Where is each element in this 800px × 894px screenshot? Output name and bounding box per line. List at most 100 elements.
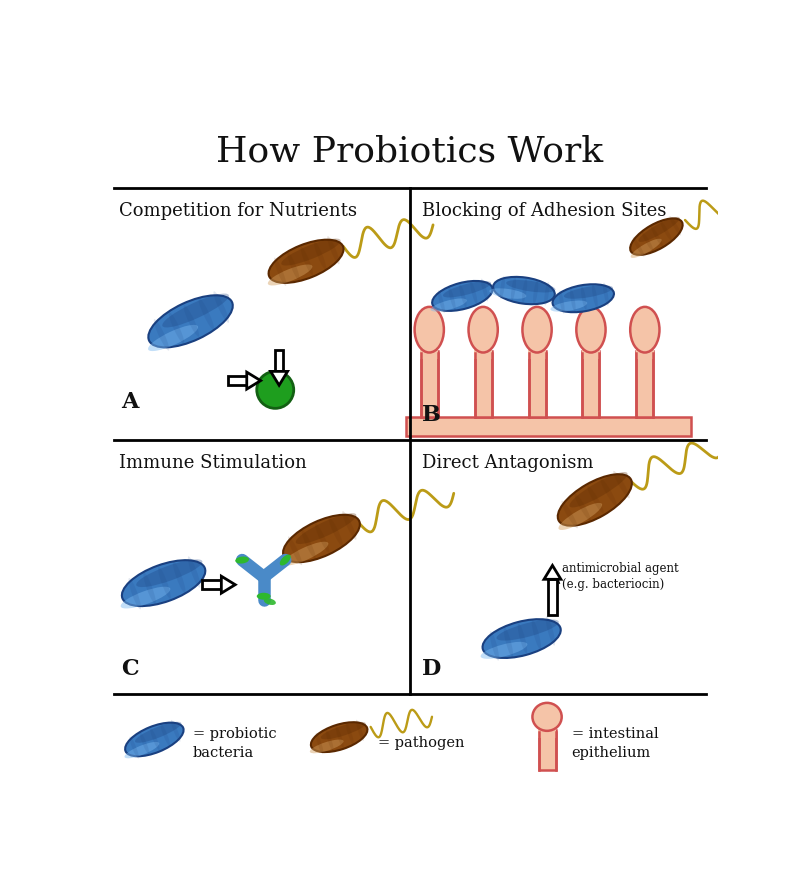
Ellipse shape bbox=[235, 556, 249, 563]
Ellipse shape bbox=[438, 291, 445, 313]
Ellipse shape bbox=[162, 293, 229, 327]
Ellipse shape bbox=[356, 720, 364, 741]
Ellipse shape bbox=[533, 703, 562, 730]
Ellipse shape bbox=[148, 295, 233, 348]
Ellipse shape bbox=[576, 307, 606, 352]
Ellipse shape bbox=[544, 283, 550, 306]
Ellipse shape bbox=[171, 720, 181, 742]
Bar bbox=[275, 350, 283, 371]
Ellipse shape bbox=[184, 305, 199, 337]
Text: C: C bbox=[122, 658, 139, 680]
Ellipse shape bbox=[562, 501, 578, 528]
Ellipse shape bbox=[522, 279, 527, 302]
Ellipse shape bbox=[257, 593, 270, 600]
Ellipse shape bbox=[443, 281, 491, 298]
Text: = probiotic
bacteria: = probiotic bacteria bbox=[193, 727, 277, 760]
Ellipse shape bbox=[125, 742, 159, 758]
Ellipse shape bbox=[630, 307, 659, 352]
Ellipse shape bbox=[140, 732, 150, 755]
Text: Blocking of Adhesion Sites: Blocking of Adhesion Sites bbox=[422, 202, 666, 220]
Ellipse shape bbox=[274, 257, 286, 286]
Ellipse shape bbox=[493, 277, 555, 304]
Ellipse shape bbox=[326, 730, 334, 751]
Bar bbox=[420, 348, 438, 358]
Ellipse shape bbox=[214, 291, 229, 323]
Ellipse shape bbox=[150, 729, 160, 750]
Ellipse shape bbox=[660, 222, 672, 240]
Text: = pathogen: = pathogen bbox=[378, 737, 464, 750]
Ellipse shape bbox=[311, 722, 367, 752]
Ellipse shape bbox=[511, 277, 516, 300]
Ellipse shape bbox=[283, 542, 328, 566]
Ellipse shape bbox=[135, 721, 182, 743]
Ellipse shape bbox=[269, 240, 343, 283]
Ellipse shape bbox=[301, 247, 313, 275]
Bar bbox=[636, 348, 654, 358]
Ellipse shape bbox=[587, 485, 604, 513]
Ellipse shape bbox=[633, 237, 644, 257]
Ellipse shape bbox=[459, 284, 466, 308]
Ellipse shape bbox=[570, 289, 576, 312]
Ellipse shape bbox=[533, 281, 538, 304]
Ellipse shape bbox=[574, 493, 590, 521]
Ellipse shape bbox=[504, 628, 513, 657]
Bar bbox=[538, 726, 556, 738]
Ellipse shape bbox=[282, 239, 341, 266]
Ellipse shape bbox=[638, 217, 679, 242]
Ellipse shape bbox=[288, 536, 302, 565]
Ellipse shape bbox=[158, 567, 170, 598]
Text: antimicrobial agent
(e.g. bacteriocin): antimicrobial agent (e.g. bacteriocin) bbox=[562, 562, 679, 592]
Ellipse shape bbox=[581, 286, 586, 309]
Ellipse shape bbox=[449, 287, 456, 310]
Ellipse shape bbox=[506, 280, 555, 292]
Ellipse shape bbox=[558, 503, 602, 530]
Text: B: B bbox=[422, 404, 441, 426]
Ellipse shape bbox=[564, 285, 613, 299]
Ellipse shape bbox=[122, 561, 206, 606]
Text: Direct Antagonism: Direct Antagonism bbox=[422, 454, 593, 472]
Ellipse shape bbox=[302, 530, 316, 559]
Ellipse shape bbox=[314, 241, 326, 270]
Bar bbox=[474, 351, 492, 417]
Bar bbox=[406, 417, 691, 436]
Ellipse shape bbox=[310, 739, 343, 754]
Text: A: A bbox=[122, 391, 138, 413]
Polygon shape bbox=[246, 372, 261, 389]
Ellipse shape bbox=[497, 620, 559, 640]
Ellipse shape bbox=[315, 524, 330, 552]
Polygon shape bbox=[222, 577, 235, 593]
Bar bbox=[582, 351, 599, 417]
Ellipse shape bbox=[173, 561, 186, 593]
Ellipse shape bbox=[346, 723, 354, 745]
Ellipse shape bbox=[268, 265, 312, 285]
Ellipse shape bbox=[264, 598, 276, 605]
Ellipse shape bbox=[469, 307, 498, 352]
Bar bbox=[528, 348, 546, 358]
Ellipse shape bbox=[329, 518, 343, 546]
Ellipse shape bbox=[570, 472, 627, 508]
Ellipse shape bbox=[321, 722, 366, 739]
Bar bbox=[538, 730, 555, 771]
Ellipse shape bbox=[500, 276, 505, 299]
Ellipse shape bbox=[283, 515, 360, 562]
Ellipse shape bbox=[296, 513, 356, 544]
Ellipse shape bbox=[482, 620, 561, 658]
Ellipse shape bbox=[287, 252, 300, 281]
Ellipse shape bbox=[161, 724, 170, 746]
Bar bbox=[548, 579, 557, 615]
Ellipse shape bbox=[651, 226, 662, 246]
Ellipse shape bbox=[518, 624, 527, 654]
Ellipse shape bbox=[559, 291, 565, 314]
Ellipse shape bbox=[532, 620, 541, 649]
Ellipse shape bbox=[558, 474, 632, 526]
Text: How Probiotics Work: How Probiotics Work bbox=[217, 135, 603, 169]
Polygon shape bbox=[544, 565, 561, 579]
Bar bbox=[202, 580, 222, 589]
Text: = intestinal
epithelium: = intestinal epithelium bbox=[572, 727, 658, 760]
Ellipse shape bbox=[553, 284, 614, 312]
Ellipse shape bbox=[432, 281, 493, 311]
Text: D: D bbox=[422, 658, 441, 680]
Ellipse shape bbox=[490, 631, 499, 661]
Ellipse shape bbox=[592, 284, 598, 308]
Ellipse shape bbox=[129, 578, 141, 610]
